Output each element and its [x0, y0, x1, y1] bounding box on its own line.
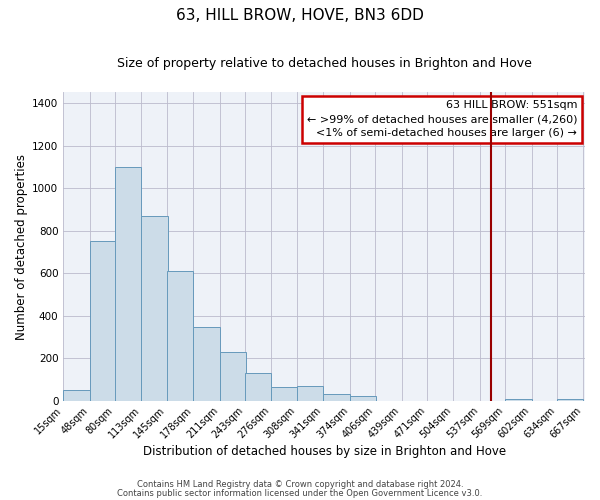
Text: Contains HM Land Registry data © Crown copyright and database right 2024.: Contains HM Land Registry data © Crown c…: [137, 480, 463, 489]
Title: Size of property relative to detached houses in Brighton and Hove: Size of property relative to detached ho…: [117, 58, 532, 70]
Bar: [297, 386, 323, 400]
Bar: [245, 373, 271, 400]
Bar: [89, 241, 116, 400]
Text: Contains public sector information licensed under the Open Government Licence v3: Contains public sector information licen…: [118, 489, 482, 498]
Bar: [350, 396, 376, 400]
Text: 63 HILL BROW: 551sqm
← >99% of detached houses are smaller (4,260)
<1% of semi-d: 63 HILL BROW: 551sqm ← >99% of detached …: [307, 100, 577, 138]
X-axis label: Distribution of detached houses by size in Brighton and Hove: Distribution of detached houses by size …: [143, 444, 506, 458]
Bar: [63, 390, 89, 400]
Bar: [323, 394, 350, 400]
Bar: [167, 271, 193, 400]
Y-axis label: Number of detached properties: Number of detached properties: [15, 154, 28, 340]
Bar: [220, 352, 246, 401]
Bar: [115, 167, 142, 400]
Bar: [142, 216, 168, 400]
Bar: [193, 328, 220, 400]
Text: 63, HILL BROW, HOVE, BN3 6DD: 63, HILL BROW, HOVE, BN3 6DD: [176, 8, 424, 22]
Bar: [271, 386, 298, 400]
